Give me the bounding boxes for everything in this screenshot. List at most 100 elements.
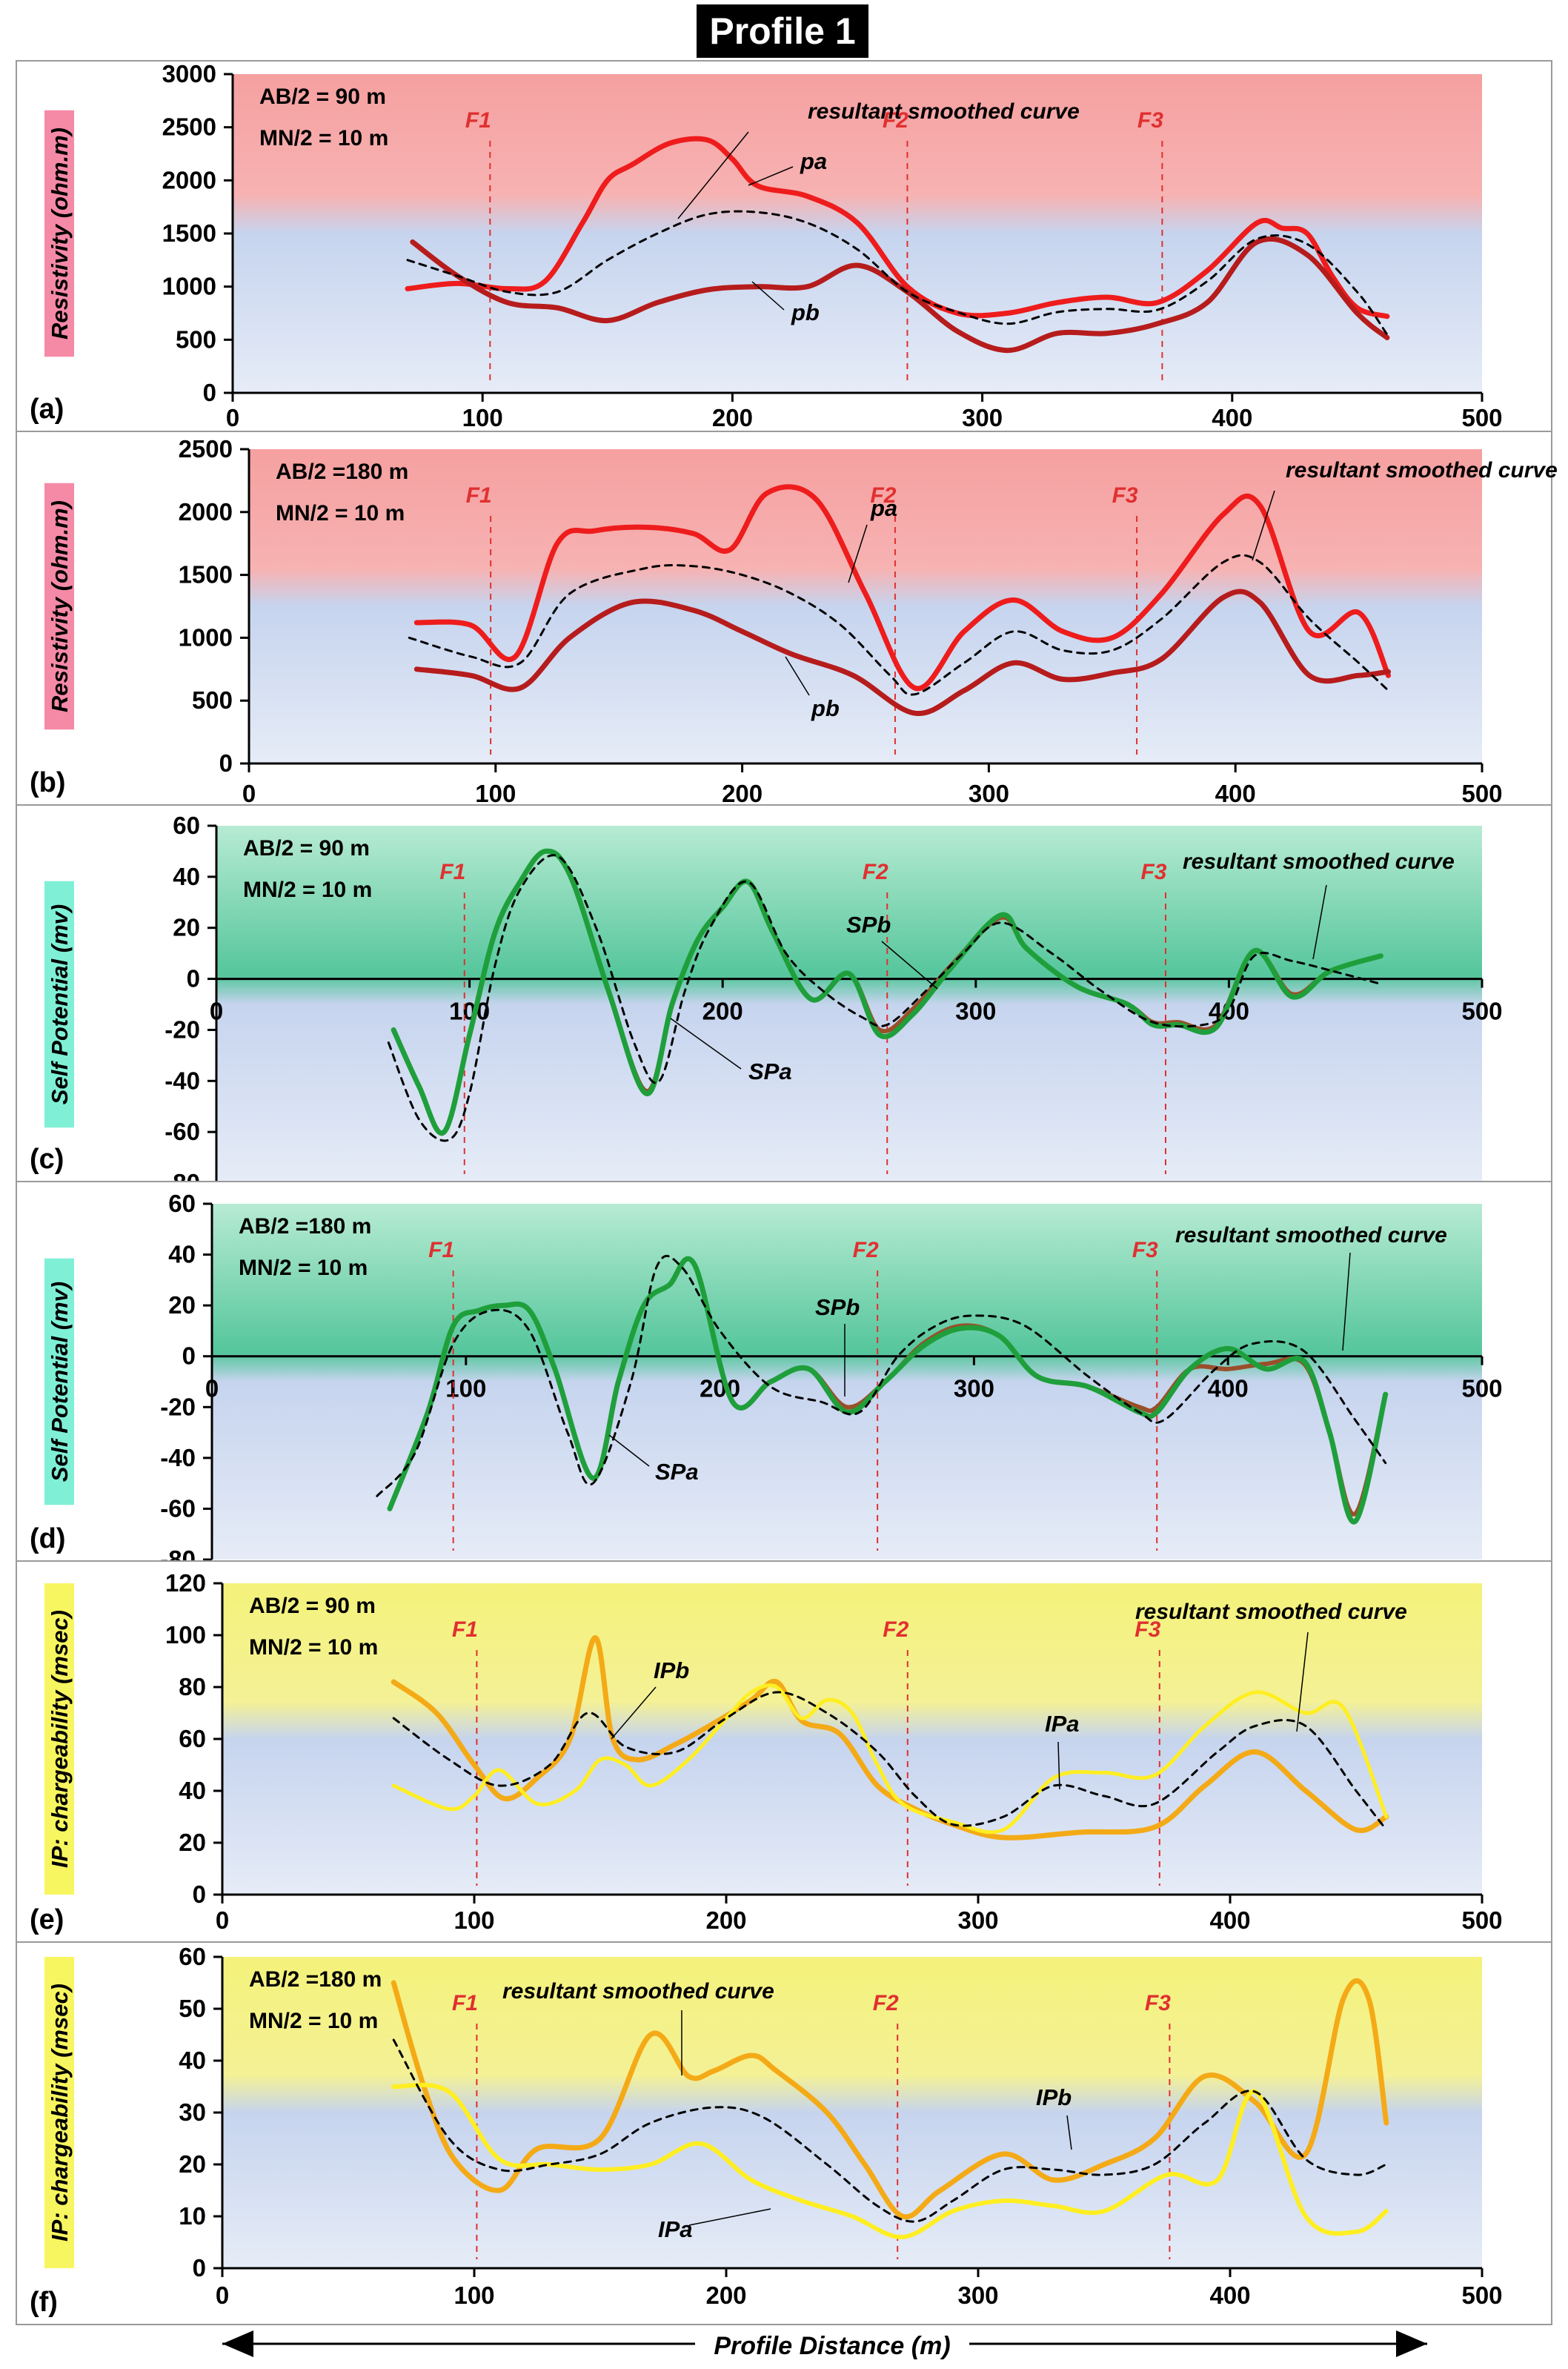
- panel-label: (c): [30, 1144, 64, 1175]
- chart-panel-c: -80-60-40-2002040600100200300400500Self …: [16, 804, 1552, 1196]
- series-pb: [413, 589, 1391, 716]
- annotation-leader-line: [611, 1686, 657, 1740]
- y-tick-label: 40: [173, 863, 200, 890]
- y-tick-label: -40: [160, 1444, 196, 1471]
- y-tick-label: 500: [192, 686, 233, 714]
- fault-label: F2: [863, 860, 888, 884]
- fault-label: F2: [853, 1238, 879, 1262]
- series-ipa: [391, 1683, 1389, 1835]
- annotation-resultant-smoothed-curve: resultant smoothed curve: [1286, 458, 1558, 483]
- x-tick-label: 500: [1461, 1906, 1502, 1934]
- plot-background-band: [222, 1957, 1482, 2268]
- y-label-background: [44, 110, 74, 357]
- plot-background-band: [249, 449, 1482, 763]
- annotation-leader-line: [1342, 1252, 1351, 1351]
- x-tick-label: 100: [449, 998, 490, 1025]
- annotation-resultant-smoothed-curve: resultant smoothed curve: [1175, 1223, 1447, 1248]
- survey-info-text: AB/2 =180 m: [249, 1967, 382, 1992]
- x-tick-label: 500: [1461, 780, 1502, 807]
- annotation-leader-line: [677, 131, 749, 219]
- y-tick-label: -60: [160, 1494, 196, 1522]
- x-tick-label: 100: [454, 1906, 494, 1934]
- x-tick-label: 300: [957, 1906, 998, 1934]
- panel-label: (e): [30, 1904, 64, 1935]
- annotation-leader-line: [1312, 884, 1327, 960]
- x-tick-label: 400: [1215, 780, 1256, 807]
- annotation-resultant-smoothed-curve: resultant smoothed curve: [502, 1979, 774, 2004]
- series-spa: [391, 848, 1383, 1136]
- x-tick-label: 300: [954, 1375, 994, 1402]
- y-tick-label: 0: [219, 749, 233, 777]
- y-tick-label: 1500: [162, 219, 216, 247]
- x-tick-label: 400: [1209, 2282, 1250, 2309]
- y-tick-label: 60: [173, 812, 200, 839]
- y-tick-label: -40: [165, 1067, 200, 1094]
- series-smoothed: [376, 1255, 1387, 1497]
- y-tick-label: 20: [179, 1829, 206, 1856]
- y-tick-label: 20: [179, 2150, 206, 2178]
- survey-info-text: MN/2 = 10 m: [249, 2009, 378, 2033]
- y-tick-label: 2000: [162, 166, 216, 193]
- survey-info-text: AB/2 = 90 m: [243, 836, 370, 861]
- y-tick-label: 30: [179, 2098, 206, 2126]
- x-tick-label: 200: [700, 1375, 740, 1402]
- annotation-ipb: IPb: [654, 1657, 689, 1683]
- profile-distance-label: Profile Distance (m): [714, 2332, 950, 2360]
- y-tick-label: 2000: [179, 498, 233, 526]
- plot-background-band: [233, 74, 1482, 393]
- x-tick-label: 100: [475, 780, 516, 807]
- x-tick-label: 300: [969, 780, 1009, 807]
- annotation-leader-line: [1252, 490, 1275, 561]
- chart-panel-f: 0 10 20 30 40 50 60 0 100 200 300 400 500 IP: chargea…: [16, 1941, 1552, 2325]
- series-smoothed: [408, 554, 1389, 696]
- series-smoothed: [392, 1691, 1388, 1831]
- annotation-leader-line: [748, 166, 794, 186]
- y-tick-label: 2500: [179, 435, 233, 463]
- survey-info-text: AB/2 =180 m: [239, 1214, 371, 1239]
- x-tick-label: 400: [1212, 404, 1252, 431]
- y-tick-label: 3000: [162, 60, 216, 87]
- plot-background-band: [212, 1204, 1482, 1560]
- annotation-leader-line: [608, 1434, 650, 1467]
- x-tick-label: 0: [242, 780, 256, 807]
- y-tick-label: 60: [179, 1943, 206, 1970]
- y-tick-label: 0: [182, 1342, 196, 1370]
- y-tick-label: 20: [168, 1291, 196, 1319]
- y-tick-label: 50: [179, 1995, 206, 2022]
- y-label-background: [44, 1583, 74, 1895]
- x-tick-label: 300: [957, 2282, 998, 2309]
- y-tick-label: 2500: [162, 113, 216, 141]
- annotation-leader-line: [1066, 2115, 1072, 2150]
- plot-background-band: [216, 826, 1482, 1183]
- y-tick-label: -60: [165, 1118, 200, 1145]
- annotation-resultant-smoothed-curve: resultant smoothed curve: [1135, 1600, 1407, 1624]
- y-tick-label: 120: [165, 1569, 206, 1597]
- fault-label: F1: [452, 1617, 478, 1642]
- x-tick-label: 100: [445, 1375, 486, 1402]
- annotation-pa: pa: [800, 148, 827, 174]
- y-label-background: [44, 1258, 74, 1505]
- annotation-spa: SPa: [748, 1058, 792, 1084]
- x-tick-label: 500: [1461, 998, 1502, 1025]
- panel-label: (f): [30, 2287, 58, 2318]
- y-axis-label: IP: chargeability (msec): [47, 1610, 73, 1868]
- annotation-pa: pa: [870, 495, 897, 521]
- annotation-ipb: IPb: [1036, 2084, 1072, 2110]
- y-tick-label: 60: [168, 1190, 196, 1217]
- x-tick-label: 0: [226, 404, 239, 431]
- y-axis-label: Resistivity (ohm.m): [47, 127, 73, 339]
- y-tick-label: 10: [179, 2202, 206, 2230]
- y-tick-label: 80: [179, 1673, 206, 1700]
- fault-label: F1: [466, 483, 492, 508]
- annotation-leader-line: [1296, 1631, 1309, 1732]
- y-tick-label: 1000: [179, 623, 233, 651]
- fault-label: F2: [870, 483, 896, 508]
- fault-label: F1: [428, 1238, 454, 1262]
- y-tick-label: 1000: [162, 273, 216, 300]
- x-tick-label: 200: [705, 1906, 746, 1934]
- y-tick-label: 40: [179, 2047, 206, 2074]
- x-tick-label: 100: [454, 2282, 494, 2309]
- x-tick-label: 400: [1209, 1906, 1250, 1934]
